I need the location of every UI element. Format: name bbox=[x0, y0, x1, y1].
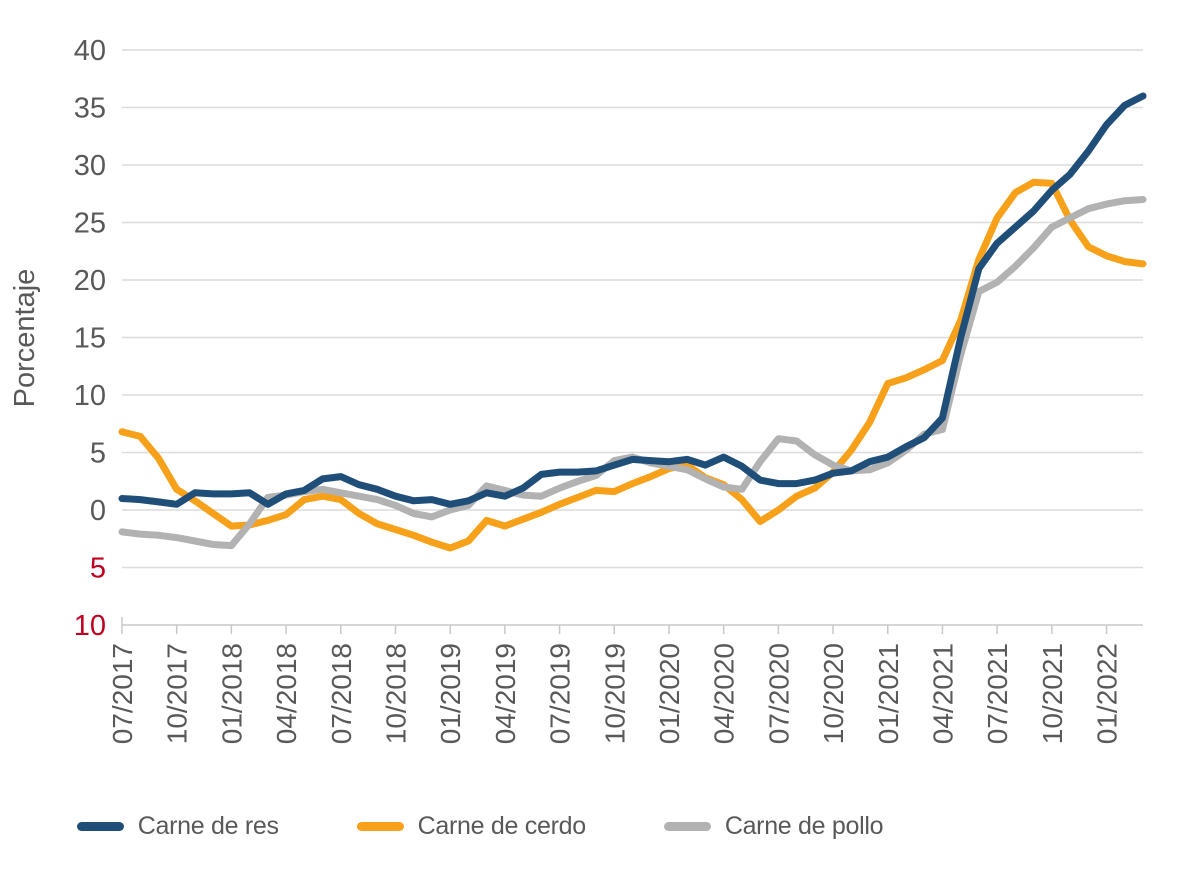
legend-item-carne-de-cerdo: Carne de cerdo bbox=[356, 811, 586, 841]
legend-item-carne-de-pollo: Carne de pollo bbox=[663, 811, 884, 841]
y-axis-title: Porcentaje bbox=[9, 269, 41, 408]
x-axis-tick-label: 10/2020 bbox=[818, 643, 849, 744]
x-axis-tick-label: 04/2021 bbox=[927, 643, 958, 744]
x-axis-tick-label: 01/2018 bbox=[216, 643, 247, 744]
y-axis-tick-label: 20 bbox=[74, 265, 106, 297]
y-axis-tick-label: 10 bbox=[74, 380, 106, 412]
x-axis-tick-label: 01/2019 bbox=[435, 643, 466, 744]
legend-label-carne-de-pollo: Carne de pollo bbox=[724, 811, 884, 840]
legend-item-carne-de-res: Carne de res bbox=[76, 811, 279, 841]
y-axis-tick-label: 35 bbox=[74, 93, 106, 125]
carne-de-res-swatch-icon bbox=[76, 821, 124, 831]
x-axis-tick-label: 01/2020 bbox=[654, 643, 685, 744]
y-axis-tick-label: 0 bbox=[90, 495, 106, 527]
x-axis-tick-label: 10/2017 bbox=[162, 643, 193, 744]
x-axis-tick-label: 07/2018 bbox=[326, 643, 357, 744]
y-axis-tick-label: 5 bbox=[90, 438, 106, 470]
legend-label-carne-de-cerdo: Carne de cerdo bbox=[417, 811, 586, 840]
chart-legend: Carne de res Carne de cerdo Carne de pol… bbox=[0, 802, 1080, 850]
x-axis-tick-label: 04/2020 bbox=[709, 643, 740, 744]
y-axis-tick-label: 5 bbox=[90, 553, 106, 585]
x-axis-tick-label: 10/2018 bbox=[380, 643, 411, 744]
x-axis-tick-label: 04/2019 bbox=[490, 643, 521, 744]
carne-de-pollo-swatch-icon bbox=[663, 821, 711, 831]
x-axis-tick-label: 10/2019 bbox=[599, 643, 630, 744]
x-axis-tick-label: 10/2021 bbox=[1037, 643, 1068, 744]
x-axis-tick-label: 01/2022 bbox=[1092, 643, 1123, 744]
x-axis-tick-label: 01/2021 bbox=[873, 643, 904, 744]
y-axis-tick-label: 15 bbox=[74, 323, 106, 355]
x-axis-tick-label: 07/2019 bbox=[545, 643, 576, 744]
x-axis-tick-label: 07/2020 bbox=[763, 643, 794, 744]
series-line-carne-de-res bbox=[118, 92, 1147, 508]
y-axis-tick-label: 25 bbox=[74, 208, 106, 240]
legend-label-carne-de-res: Carne de res bbox=[137, 811, 279, 840]
x-axis-tick-label: 04/2018 bbox=[271, 643, 302, 744]
y-axis-tick-label: 40 bbox=[74, 35, 106, 67]
x-axis-tick-label: 07/2021 bbox=[982, 643, 1013, 744]
x-axis-tick-label: 07/2017 bbox=[107, 643, 138, 744]
y-axis-tick-label: 10 bbox=[74, 610, 106, 642]
y-axis-tick-label: 30 bbox=[74, 150, 106, 182]
carne-de-cerdo-swatch-icon bbox=[356, 821, 404, 831]
